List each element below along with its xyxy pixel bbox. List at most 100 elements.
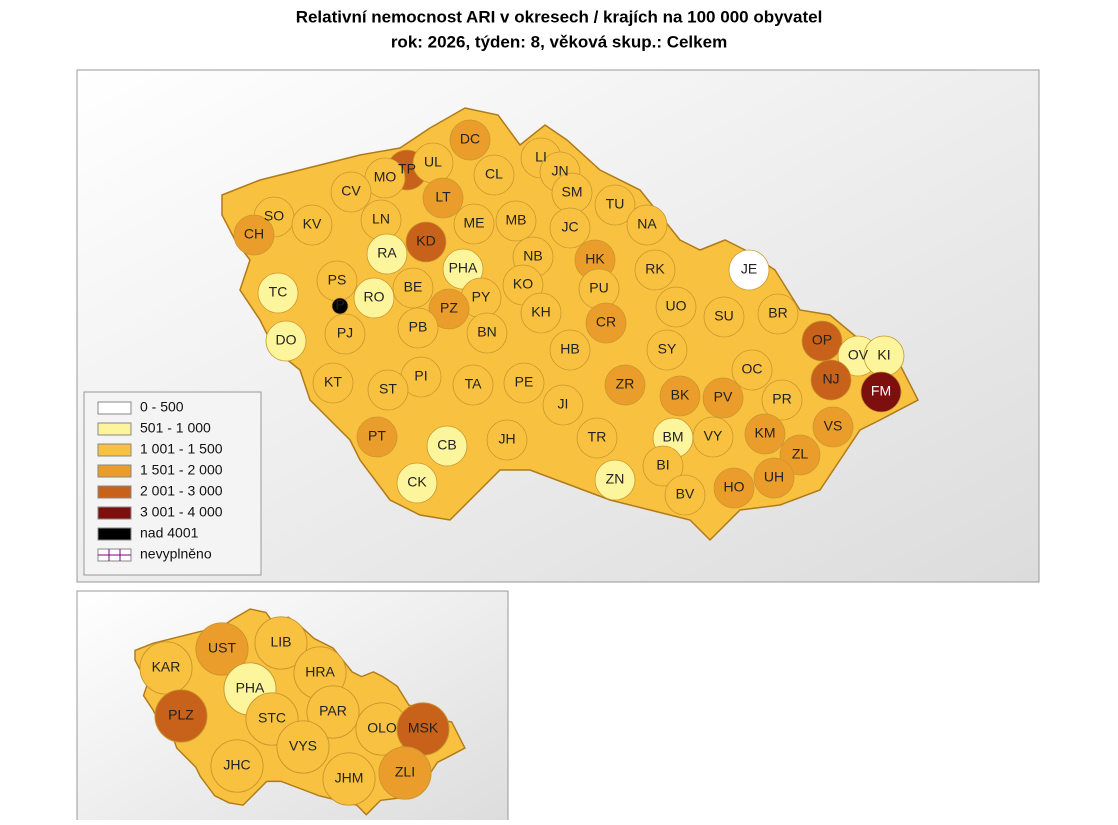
district bbox=[576, 417, 618, 459]
district-label: RO bbox=[364, 289, 385, 305]
region-label: JHM bbox=[335, 770, 364, 786]
legend-swatch bbox=[97, 464, 132, 478]
district bbox=[812, 406, 854, 448]
district-label: ZN bbox=[606, 471, 625, 487]
district-label: CV bbox=[341, 183, 361, 199]
district-label: NB bbox=[523, 248, 542, 264]
district bbox=[702, 377, 744, 419]
district-label: PI bbox=[414, 368, 427, 384]
district-label: MO bbox=[374, 169, 397, 185]
legend-label: 1 501 - 2 000 bbox=[140, 462, 223, 478]
district-label: HK bbox=[585, 251, 605, 267]
district-label: BM bbox=[663, 429, 684, 445]
region-label: MSK bbox=[408, 720, 439, 736]
district bbox=[405, 221, 447, 263]
district bbox=[594, 459, 636, 501]
district-label: TC bbox=[269, 284, 288, 300]
region bbox=[154, 689, 208, 743]
legend: 0 - 500 501 - 1 000 1 001 - 1 500 1 501 - 2… bbox=[97, 399, 223, 562]
district-label: TU bbox=[606, 196, 625, 212]
district bbox=[744, 413, 786, 455]
district bbox=[392, 267, 434, 309]
district bbox=[453, 203, 495, 245]
region bbox=[254, 616, 308, 670]
region-label: STC bbox=[258, 710, 286, 726]
district-label: VY bbox=[704, 428, 723, 444]
legend-hatch bbox=[98, 549, 131, 561]
district-label: BI bbox=[656, 457, 669, 473]
district bbox=[520, 292, 562, 334]
district bbox=[503, 362, 545, 404]
region bbox=[322, 752, 376, 806]
district-label: LN bbox=[372, 211, 390, 227]
district-label: ST bbox=[379, 381, 397, 397]
district-label: PZ bbox=[440, 300, 458, 316]
region-label: PLZ bbox=[168, 707, 194, 723]
district bbox=[753, 457, 795, 499]
district-label: KH bbox=[531, 304, 550, 320]
district-label: P bbox=[335, 297, 344, 313]
district bbox=[396, 462, 438, 504]
district bbox=[659, 375, 701, 417]
district-label: PU bbox=[589, 280, 608, 296]
region-map bbox=[134, 608, 466, 816]
region-label: JHC bbox=[223, 757, 250, 773]
district-label: HO bbox=[724, 479, 745, 495]
district-label: ZR bbox=[616, 376, 635, 392]
district bbox=[779, 434, 821, 476]
district-label: PV bbox=[714, 389, 733, 405]
district-label: TA bbox=[465, 376, 483, 392]
district-label: DC bbox=[460, 131, 480, 147]
district-label: TP bbox=[398, 161, 416, 177]
district bbox=[713, 467, 755, 509]
district-label: PE bbox=[515, 374, 534, 390]
district bbox=[356, 416, 398, 458]
legend-label: nad 4001 bbox=[140, 525, 199, 541]
district bbox=[761, 379, 803, 421]
legend-swatch bbox=[97, 401, 132, 415]
district-label: ME bbox=[464, 215, 485, 231]
region bbox=[276, 720, 330, 774]
district-label: CR bbox=[596, 314, 616, 330]
district-label: OV bbox=[848, 347, 869, 363]
district-label: KT bbox=[324, 374, 342, 390]
district-label: KO bbox=[513, 276, 533, 292]
district bbox=[664, 474, 706, 516]
district-label: PR bbox=[772, 391, 791, 407]
district bbox=[265, 320, 307, 362]
district-label: TR bbox=[588, 429, 607, 445]
district bbox=[549, 329, 591, 371]
district bbox=[449, 119, 491, 161]
legend-label: nevyplněno bbox=[140, 546, 212, 562]
district bbox=[397, 307, 439, 349]
district-label: UO bbox=[666, 298, 687, 314]
district bbox=[312, 362, 354, 404]
subtitle: rok: 2026, týden: 8, věková skup.: Celke… bbox=[391, 32, 727, 51]
district bbox=[367, 369, 409, 411]
legend-label: 2 001 - 3 000 bbox=[140, 483, 223, 499]
district-label: BV bbox=[676, 486, 695, 502]
district bbox=[757, 293, 799, 335]
district-label: RA bbox=[377, 245, 397, 261]
district-label: UL bbox=[424, 154, 442, 170]
district-label: UH bbox=[764, 469, 784, 485]
district-label: PS bbox=[328, 272, 347, 288]
district-label: CL bbox=[485, 166, 503, 182]
district bbox=[585, 302, 627, 344]
legend-swatch bbox=[97, 527, 132, 541]
legend-label: 3 001 - 4 000 bbox=[140, 504, 223, 520]
district bbox=[549, 207, 591, 249]
district bbox=[646, 329, 688, 371]
district-label: SU bbox=[714, 308, 733, 324]
region-label: LIB bbox=[270, 634, 291, 650]
legend-label: 501 - 1 000 bbox=[140, 420, 211, 436]
district-label: SY bbox=[658, 341, 677, 357]
legend-swatch bbox=[97, 422, 132, 436]
district-label: FM bbox=[871, 383, 891, 399]
district bbox=[634, 249, 676, 291]
district-label: KD bbox=[416, 233, 435, 249]
district bbox=[810, 359, 852, 401]
region-label: PAR bbox=[319, 703, 347, 719]
district bbox=[330, 171, 372, 213]
district-label: LT bbox=[435, 189, 451, 205]
